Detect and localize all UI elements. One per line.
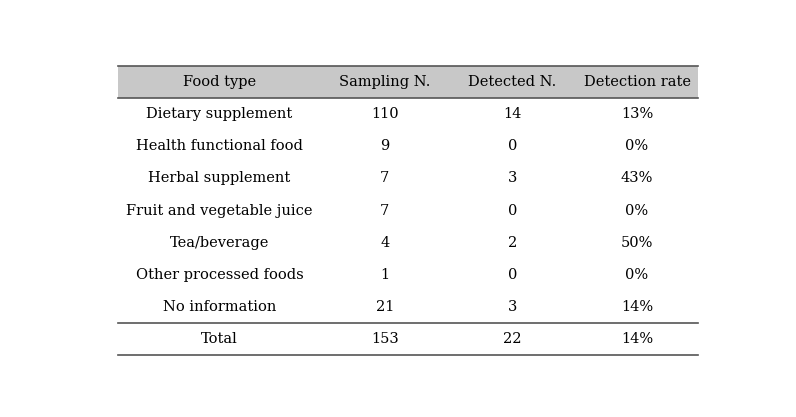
Text: Herbal supplement: Herbal supplement — [148, 171, 291, 186]
Bar — [321, 66, 448, 98]
Text: Total: Total — [201, 332, 238, 346]
Text: 0: 0 — [508, 203, 517, 218]
Text: 0: 0 — [508, 268, 517, 282]
Bar — [576, 130, 698, 163]
Text: Other processed foods: Other processed foods — [135, 268, 303, 282]
Bar — [576, 227, 698, 259]
Text: Food type: Food type — [183, 75, 256, 89]
Text: 14%: 14% — [621, 300, 653, 314]
Text: Fruit and vegetable juice: Fruit and vegetable juice — [127, 203, 313, 218]
Text: 2: 2 — [508, 236, 517, 250]
Bar — [118, 98, 321, 130]
Text: 3: 3 — [508, 300, 517, 314]
Bar — [448, 227, 576, 259]
Bar — [321, 163, 448, 194]
Text: 50%: 50% — [621, 236, 654, 250]
Bar — [321, 291, 448, 323]
Text: 43%: 43% — [621, 171, 654, 186]
Text: 1: 1 — [380, 268, 389, 282]
Text: Tea/beverage: Tea/beverage — [170, 236, 269, 250]
Bar — [118, 163, 321, 194]
Text: 110: 110 — [371, 107, 399, 121]
Text: No information: No information — [163, 300, 276, 314]
Bar — [576, 194, 698, 227]
Bar — [321, 98, 448, 130]
Bar — [448, 194, 576, 227]
Bar — [576, 66, 698, 98]
Bar — [321, 323, 448, 355]
Text: Dietary supplement: Dietary supplement — [146, 107, 293, 121]
Bar — [448, 323, 576, 355]
Text: Detected N.: Detected N. — [468, 75, 556, 89]
Bar — [448, 291, 576, 323]
Text: 21: 21 — [376, 300, 394, 314]
Text: 4: 4 — [380, 236, 389, 250]
Text: 153: 153 — [371, 332, 399, 346]
Bar — [118, 66, 321, 98]
Text: 14: 14 — [503, 107, 521, 121]
Bar — [321, 227, 448, 259]
Text: Sampling N.: Sampling N. — [339, 75, 431, 89]
Bar — [448, 130, 576, 163]
Bar — [448, 163, 576, 194]
Text: 0%: 0% — [626, 139, 649, 153]
Bar — [576, 163, 698, 194]
Bar — [321, 194, 448, 227]
Text: 14%: 14% — [621, 332, 653, 346]
Text: 13%: 13% — [621, 107, 654, 121]
Bar — [448, 66, 576, 98]
Bar — [118, 259, 321, 291]
Bar — [576, 98, 698, 130]
Bar — [118, 130, 321, 163]
Bar — [118, 291, 321, 323]
Text: 7: 7 — [380, 171, 389, 186]
Text: 3: 3 — [508, 171, 517, 186]
Text: 9: 9 — [380, 139, 389, 153]
Text: 0: 0 — [508, 139, 517, 153]
Bar — [576, 323, 698, 355]
Bar — [576, 291, 698, 323]
Text: 0%: 0% — [626, 268, 649, 282]
Bar — [118, 194, 321, 227]
Text: 7: 7 — [380, 203, 389, 218]
Text: 0%: 0% — [626, 203, 649, 218]
Text: Detection rate: Detection rate — [583, 75, 690, 89]
Bar — [118, 227, 321, 259]
Bar — [118, 323, 321, 355]
Bar — [321, 259, 448, 291]
Bar — [576, 259, 698, 291]
Text: Health functional food: Health functional food — [136, 139, 303, 153]
Text: 22: 22 — [503, 332, 521, 346]
Bar — [321, 130, 448, 163]
Bar — [448, 259, 576, 291]
Bar — [448, 98, 576, 130]
